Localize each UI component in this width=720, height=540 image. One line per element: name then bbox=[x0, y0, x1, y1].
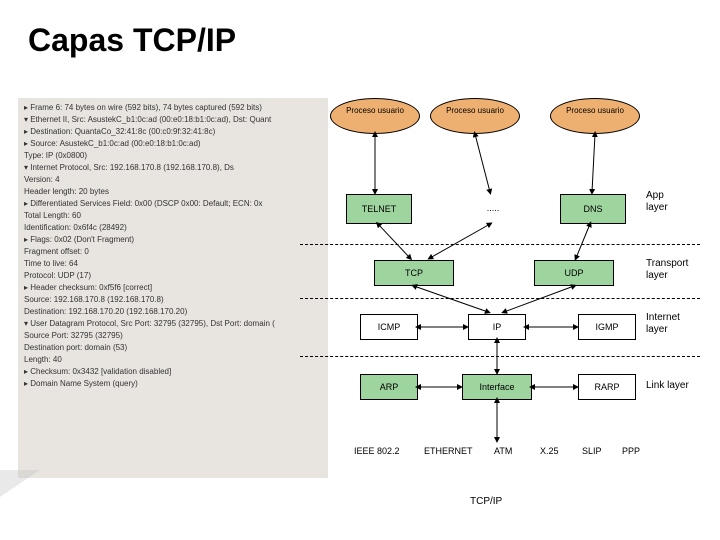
tcpip-diagram: Proceso usuario Proceso usuario Proceso … bbox=[320, 98, 720, 518]
dns-box: DNS bbox=[560, 194, 626, 224]
bottom-label: TCP/IP bbox=[470, 496, 502, 507]
label-transport-layer: Transportlayer bbox=[646, 258, 688, 282]
page-title: Capas TCP/IP bbox=[28, 22, 236, 59]
igmp-box: IGMP bbox=[578, 314, 636, 340]
interface-box: Interface bbox=[462, 374, 532, 400]
rarp-box: RARP bbox=[578, 374, 636, 400]
dashed-divider-1 bbox=[300, 244, 700, 245]
label-app-layer: Applayer bbox=[646, 190, 668, 214]
process-oval-1: Proceso usuario bbox=[330, 98, 420, 134]
phys-ieee: IEEE 802.2 bbox=[354, 446, 400, 456]
tcp-box: TCP bbox=[374, 260, 454, 286]
process-oval-2: Proceso usuario bbox=[430, 98, 520, 134]
label-link-layer: Link layer bbox=[646, 380, 689, 392]
phys-atm: ATM bbox=[494, 446, 512, 456]
ip-box: IP bbox=[468, 314, 526, 340]
footer-accent bbox=[0, 470, 92, 520]
process-oval-3: Proceso usuario bbox=[550, 98, 640, 134]
label-internet-layer: Internetlayer bbox=[646, 312, 680, 336]
arp-box: ARP bbox=[360, 374, 418, 400]
telnet-box: TELNET bbox=[346, 194, 412, 224]
phys-ppp: PPP bbox=[622, 446, 640, 456]
ellipsis-box: ..... bbox=[460, 194, 526, 224]
icmp-box: ICMP bbox=[360, 314, 418, 340]
packet-capture-panel: ▸ Frame 6: 74 bytes on wire (592 bits), … bbox=[18, 98, 328, 478]
phys-slip: SLIP bbox=[582, 446, 602, 456]
phys-eth: ETHERNET bbox=[424, 446, 473, 456]
dashed-divider-3 bbox=[300, 356, 700, 357]
udp-box: UDP bbox=[534, 260, 614, 286]
dashed-divider-2 bbox=[300, 298, 700, 299]
phys-x25: X.25 bbox=[540, 446, 559, 456]
